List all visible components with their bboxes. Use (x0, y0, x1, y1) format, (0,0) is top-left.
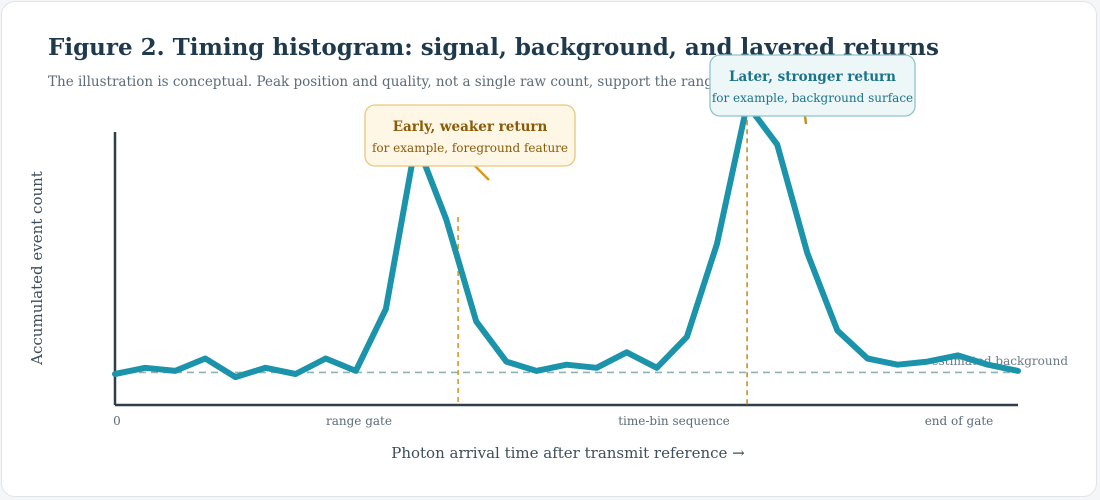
annotation-connector-2 (803, 115, 808, 125)
figure-subtitle: The illustration is conceptual. Peak pos… (48, 74, 761, 90)
x-tick-label-time-bin-sequence: time-bin sequence (618, 414, 730, 428)
annotation-subtitle-2: for example, background surface (712, 91, 913, 105)
x-tick-label-start: 0 (113, 414, 121, 428)
y-axis-label: Accumulated event count (28, 171, 46, 366)
x-tick-label-range-gate: range gate (326, 414, 392, 428)
annotation-box-1 (364, 104, 576, 167)
annotation-box-2 (709, 54, 916, 117)
annotation-title-1: Early, weaker return (393, 119, 548, 135)
peak-markers (457, 102, 748, 405)
series-line (112, 101, 1021, 381)
peak-annotations: Early, weaker return for example, foregro… (364, 54, 916, 181)
annotation-title-2: Later, stronger return (729, 69, 896, 85)
x-axis-label: Photon arrival time after transmit refer… (391, 444, 745, 462)
annotation-connector-1 (474, 165, 490, 181)
annotation-subtitle-1: for example, foreground feature (372, 141, 568, 155)
x-tick-label-end-of-gate: end of gate (925, 414, 994, 428)
